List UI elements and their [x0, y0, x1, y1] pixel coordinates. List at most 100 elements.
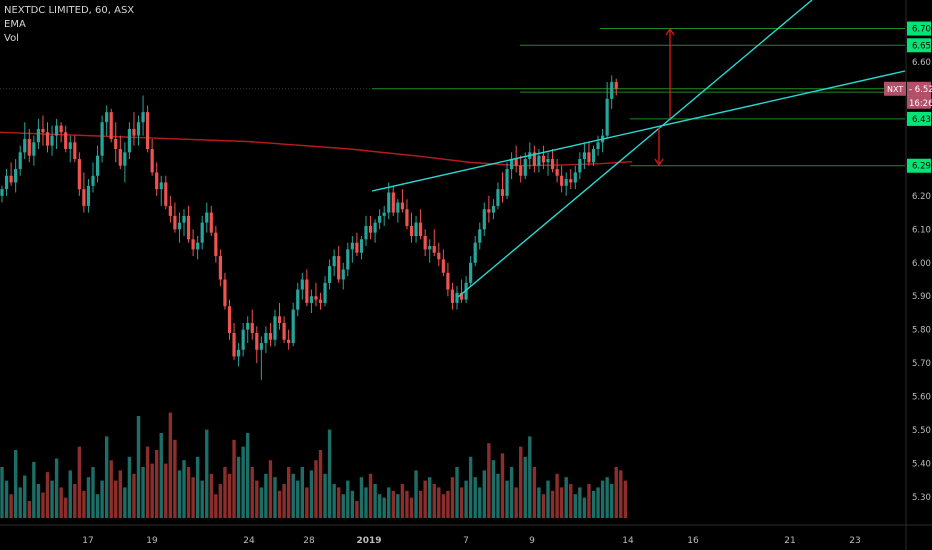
- volume-bar: [487, 443, 491, 518]
- y-tick-label: 6.00: [912, 259, 931, 269]
- candle-body: [277, 316, 282, 323]
- lower-trendline: [457, 0, 813, 298]
- last-price-tag: [907, 81, 931, 96]
- volume-bar: [377, 494, 382, 518]
- candle-body: [610, 82, 614, 99]
- volume-bar: [64, 497, 68, 518]
- volume-bar: [32, 461, 36, 518]
- candle-body: [382, 212, 386, 216]
- volume-bar: [18, 487, 22, 518]
- volume-bar: [109, 460, 113, 518]
- volume-bar: [428, 477, 432, 518]
- level-tag-label: 6.43: [912, 115, 931, 125]
- volume-bar: [355, 501, 359, 518]
- volume-bar: [232, 439, 236, 518]
- candle-body: [64, 132, 68, 149]
- candle-body: [214, 232, 218, 257]
- candle-body: [419, 222, 423, 236]
- volume-bar: [150, 463, 154, 518]
- volume-bar: [77, 446, 82, 518]
- candle-body: [541, 155, 546, 163]
- volume-bar: [95, 494, 100, 518]
- candle-body: [537, 155, 541, 166]
- candle-body: [405, 209, 409, 226]
- chart-legend[interactable]: NEXTDC LIMITED, 60, ASX EMA Vol: [4, 4, 134, 46]
- volume-bar: [277, 490, 282, 518]
- candle-body: [446, 272, 450, 290]
- volume-bar: [236, 456, 241, 518]
- volume-bar: [605, 477, 609, 518]
- candle-body: [368, 225, 373, 233]
- volume-bar: [191, 477, 195, 518]
- volume-bar: [45, 472, 50, 518]
- volume-bar: [291, 473, 295, 518]
- candle-body: [41, 128, 45, 133]
- volume-bar: [500, 453, 505, 518]
- volume-bar: [418, 490, 423, 518]
- candle-body: [305, 279, 309, 303]
- volume-bar: [596, 487, 600, 518]
- volume-bar: [123, 487, 127, 518]
- volume-bar: [614, 467, 618, 518]
- volume-bar: [337, 487, 341, 518]
- volume-bar: [391, 490, 395, 518]
- candle-body: [441, 259, 445, 273]
- candle-body: [105, 112, 109, 123]
- volume-bar: [255, 480, 259, 518]
- candle-body: [500, 189, 505, 196]
- candle-body: [250, 322, 254, 334]
- volume-bar: [523, 456, 527, 518]
- volume-bar: [441, 494, 446, 518]
- candle-body: [523, 159, 527, 176]
- candle-body: [264, 333, 268, 344]
- candle-body: [159, 182, 163, 190]
- level-tag-label: 6.29: [912, 162, 931, 172]
- candle-body: [587, 152, 591, 163]
- candle-body: [505, 169, 509, 196]
- y-tick-label: 5.50: [912, 426, 931, 436]
- candle-body: [359, 239, 364, 253]
- candle-body: [455, 292, 459, 303]
- candle-body: [396, 202, 400, 213]
- candle-body: [32, 142, 36, 156]
- candle-body: [173, 215, 177, 230]
- volume-bar: [127, 456, 132, 518]
- candle-body: [496, 189, 500, 206]
- level-tag: [907, 21, 931, 36]
- candle-body: [564, 179, 568, 186]
- candle-body: [355, 242, 359, 253]
- candle-body: [487, 209, 491, 213]
- volume-bar: [50, 480, 54, 518]
- volume-bar: [168, 412, 173, 518]
- candle-body: [391, 192, 395, 213]
- symbol-title: NEXTDC LIMITED, 60, ASX: [4, 5, 135, 16]
- candle-body: [232, 333, 236, 357]
- volume-bar: [573, 494, 577, 518]
- volume-bar: [405, 490, 409, 518]
- y-tick-label: 5.70: [912, 359, 931, 369]
- x-tick-label: 28: [303, 536, 315, 546]
- candle-body: [168, 205, 172, 216]
- volume-bar: [600, 480, 605, 518]
- volume-bar: [559, 487, 564, 518]
- volume-bar: [555, 473, 559, 518]
- ema-indicator-label[interactable]: EMA: [4, 19, 26, 30]
- volume-bar: [496, 473, 500, 518]
- countdown-label: 16:26: [909, 99, 932, 109]
- volume-bar: [177, 470, 182, 518]
- volume-bar: [41, 492, 45, 518]
- candle-body: [450, 289, 455, 303]
- volume-bar: [509, 467, 514, 518]
- volume-indicator-label[interactable]: Vol: [4, 33, 19, 44]
- volume-bar: [350, 490, 355, 518]
- candle-body: [68, 142, 72, 149]
- candle-body: [550, 159, 555, 170]
- candle-body: [346, 249, 350, 270]
- x-tick-label: 7: [463, 536, 469, 546]
- candle-body: [77, 159, 81, 190]
- y-tick-label: 5.40: [912, 460, 931, 470]
- candle-body: [27, 138, 31, 156]
- volume-bar: [309, 470, 314, 518]
- volume-bar: [164, 463, 168, 518]
